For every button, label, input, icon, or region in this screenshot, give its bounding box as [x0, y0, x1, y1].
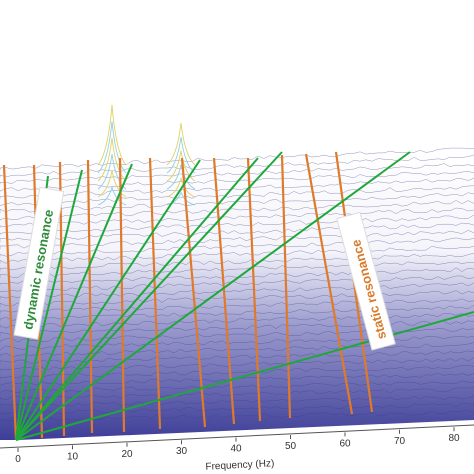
- dynamic-resonance-line: [15, 169, 83, 441]
- spectrum-trace: [0, 207, 474, 228]
- peak-trace: [166, 122, 196, 166]
- spectrum-trace: [0, 230, 474, 250]
- x-axis-label: Frequency (Hz): [205, 458, 274, 473]
- x-tick-label: 40: [230, 444, 242, 455]
- spectrum-trace: [0, 342, 474, 358]
- spectrum-trace: [0, 267, 474, 286]
- spectrum-traces: [0, 147, 474, 422]
- static-resonance-line: [118, 157, 126, 433]
- spectrum-trace: [0, 222, 474, 242]
- spectrum-trace: [0, 320, 474, 336]
- dynamic-resonance-line: [15, 163, 133, 441]
- x-tick-label: 30: [176, 446, 188, 457]
- peak-traces: [97, 104, 196, 206]
- spectrum-trace: [0, 177, 474, 199]
- spectrum-trace: [0, 282, 474, 300]
- peak-trace: [166, 164, 196, 190]
- spectrum-trace: [0, 312, 474, 329]
- dynamic-resonance-box: [13, 186, 65, 340]
- x-axis-line: [0, 424, 474, 449]
- dynamic-resonance-line: [15, 157, 259, 441]
- spectrum-trace: [0, 171, 474, 192]
- peak-trace: [97, 104, 127, 166]
- spectrum-trace: [0, 154, 474, 178]
- static-resonance-line: [2, 164, 18, 441]
- spectrum-trace: [0, 163, 474, 185]
- spectrum-trace: [0, 350, 474, 365]
- x-tick-label: 60: [339, 438, 351, 449]
- static-resonance-line: [86, 159, 94, 434]
- x-tick-label: 20: [121, 449, 133, 460]
- static-resonance-line: [280, 154, 292, 419]
- spectrum-trace: [0, 214, 474, 235]
- spectrum-trace: [0, 147, 474, 170]
- static-resonance-line: [148, 157, 162, 430]
- spectrum-trace: [0, 237, 474, 257]
- spectrum-trace: [0, 261, 474, 278]
- spectrum-trace: [0, 200, 474, 221]
- x-axis: 0 10 20 30 40 50 60 70 80: [15, 427, 460, 465]
- spectrum-trace: [0, 245, 474, 264]
- dynamic-resonance-line: [15, 159, 201, 441]
- x-tick-label: 0: [15, 454, 21, 465]
- spectrum-trace: [0, 365, 474, 379]
- dynamic-resonance-line: [15, 151, 283, 441]
- x-tick-label: 70: [394, 436, 406, 447]
- static-resonance-line: [180, 157, 207, 428]
- spectrum-trace: [0, 357, 474, 372]
- spectrum-trace: [0, 305, 474, 322]
- x-tick-label: 50: [285, 441, 297, 452]
- x-tick-label: 80: [448, 433, 460, 444]
- peak-trace: [166, 136, 196, 174]
- spectrum-trace: [0, 252, 474, 271]
- spectrum-trace: [0, 298, 474, 314]
- x-tick-label: 10: [67, 451, 79, 462]
- peak-trace: [166, 176, 196, 198]
- spectrum-trace: [0, 380, 474, 394]
- static-resonance-line: [246, 157, 262, 422]
- dynamic-resonance-line: [15, 151, 411, 441]
- static-resonance-line: [304, 153, 354, 415]
- static-resonance-box: [336, 211, 396, 351]
- spectrum-trace: [0, 328, 474, 343]
- dynamic-resonance-annotation: dynamic resonance: [13, 186, 65, 340]
- spectrum-trace: [0, 402, 474, 415]
- dynamic-resonance-lines: [15, 151, 474, 441]
- spectrum-trace: [0, 395, 474, 408]
- dynamic-resonance-line: [15, 311, 474, 441]
